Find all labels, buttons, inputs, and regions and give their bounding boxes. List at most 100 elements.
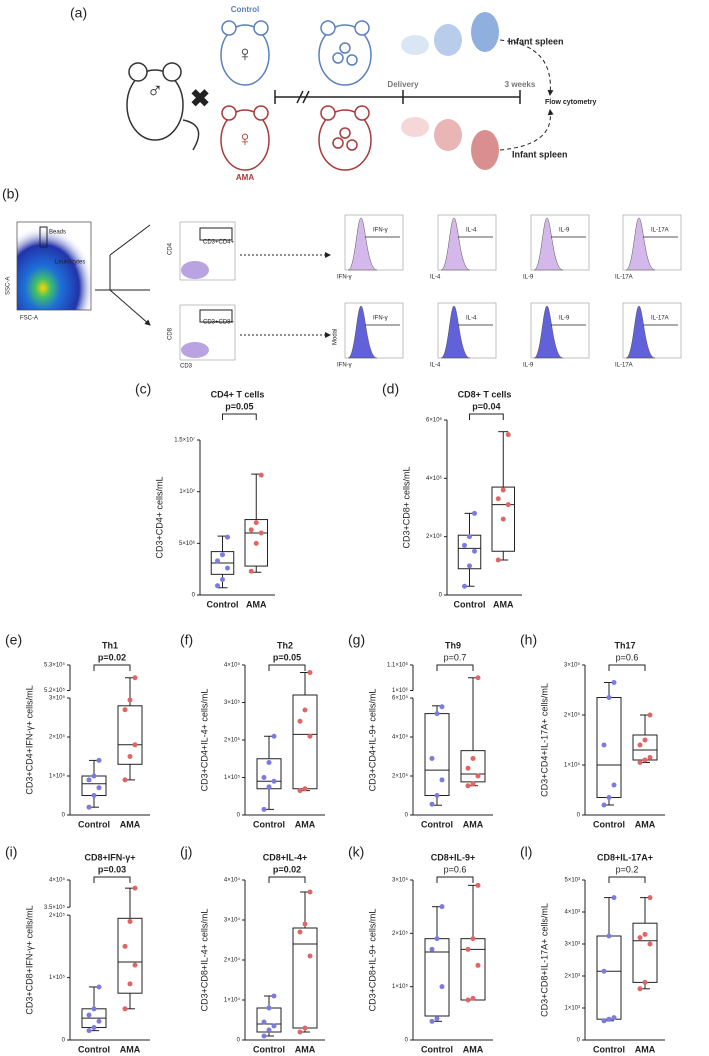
data-point	[127, 918, 133, 924]
data-point	[475, 882, 481, 888]
timeline	[274, 90, 521, 104]
x-tick-label: Control	[78, 1044, 110, 1054]
data-point	[122, 1006, 128, 1012]
data-point	[429, 755, 435, 761]
flow-label: Flow cytometry	[545, 99, 596, 106]
y-tick-label: 0	[237, 813, 241, 819]
p-value: p=0.05	[273, 652, 301, 662]
y-axis-label: CD3+CD8+IL-4+ cells/mL	[199, 909, 209, 1012]
y-tick-label: 1×10⁵	[392, 983, 409, 990]
data-point	[470, 755, 476, 761]
data-point	[462, 583, 467, 589]
p-value: p=0.04	[472, 401, 500, 411]
spleen-label: Infant spleen	[512, 149, 568, 159]
bracket	[436, 876, 474, 883]
data-point	[122, 777, 128, 783]
x-tick-label: AMA	[463, 1044, 484, 1054]
bracket	[268, 664, 306, 671]
data-point	[266, 784, 272, 790]
charts: (c) CD4+ T cells CD3+CD4+ cells/mL 0 5×10⁶ 1×…	[5, 381, 665, 1054]
data-point	[215, 583, 220, 589]
gate-label: IFN-γ	[373, 316, 388, 322]
panel-label: (j)	[180, 844, 192, 860]
panel-label: (d)	[382, 381, 399, 397]
data-point	[637, 760, 643, 765]
box	[424, 713, 450, 796]
data-point	[297, 718, 303, 724]
data-point	[611, 680, 617, 685]
gate-label: IL-17A	[651, 316, 669, 322]
x-tick-label: Control	[421, 1044, 453, 1054]
x-tick-label: AMA	[295, 1044, 316, 1054]
y-tick-label: 2×10⁴	[224, 957, 241, 964]
data-point	[470, 995, 476, 1001]
y-tick-label: 3×10³	[564, 942, 580, 948]
data-point	[472, 548, 477, 554]
data-point	[465, 765, 471, 771]
data-point	[127, 697, 133, 703]
data-point	[467, 534, 472, 540]
y-tick-label: 0	[62, 1038, 66, 1044]
y-tick-label: 0	[439, 593, 443, 599]
data-point	[434, 793, 440, 798]
chart-title: CD8+IL-4+	[263, 852, 308, 862]
y-tick-label: 2×10⁵	[392, 773, 409, 780]
axis-label: IL-4	[430, 275, 441, 281]
box	[117, 917, 143, 994]
y-tick-label: 1×10⁶	[392, 687, 409, 694]
data-point	[307, 733, 313, 739]
data-point	[96, 1018, 102, 1024]
data-point	[637, 986, 643, 992]
y-tick-label: 1×10⁴	[224, 997, 241, 1004]
data-point	[302, 1025, 308, 1031]
axis-label: FSC-A	[20, 316, 38, 322]
x-tick-label: Control	[253, 1044, 285, 1054]
data-point	[637, 935, 643, 941]
panel-label: (i)	[5, 844, 17, 860]
chart-title: Th17	[614, 640, 635, 650]
control-mice	[220, 20, 372, 86]
p-value: p=0.02	[98, 652, 126, 662]
data-point	[601, 968, 607, 974]
data-point	[601, 802, 607, 808]
y-axis-label: CD3+CD4+IL-4+ cells/mL	[199, 689, 209, 792]
y-axis-label: CD3+CD8+IL-9+ cells/mL	[367, 909, 377, 1012]
y-axis-label: CD3+CD8+ cells/mL	[401, 466, 411, 548]
panel-label: (a)	[70, 5, 87, 21]
chart-title: CD8+IL-17A+	[597, 852, 653, 862]
y-tick-label: 2×10⁵	[49, 734, 66, 741]
y-tick-label: 1×10⁷	[179, 488, 195, 495]
data-point	[500, 487, 506, 493]
data-point	[505, 502, 511, 508]
data-point	[271, 733, 277, 739]
data-point	[258, 472, 264, 478]
box	[460, 750, 486, 783]
panel-label: (e)	[5, 632, 22, 648]
y-tick-label: 5.3×10⁵	[44, 662, 66, 669]
data-point	[505, 432, 511, 438]
data-point	[642, 931, 648, 937]
y-tick-label: 2×10⁵	[564, 712, 581, 719]
y-tick-label: 1×10⁵	[49, 974, 66, 981]
y-tick-label: 2×10⁵	[224, 737, 241, 744]
x-tick-label: AMA	[120, 1044, 141, 1054]
data-point	[132, 675, 138, 681]
y-tick-label: 1×10⁵	[49, 773, 66, 780]
ama-label: AMA	[236, 173, 254, 182]
chart-title: CD4+ T cells	[211, 389, 265, 399]
data-point	[266, 760, 272, 765]
data-point	[470, 781, 476, 787]
y-tick-label: 3×10⁴	[224, 917, 241, 924]
histogram	[625, 217, 656, 271]
bracket	[268, 876, 306, 883]
data-point	[606, 1016, 612, 1022]
y-tick-label: 5.2×10⁵	[44, 687, 66, 694]
histogram	[533, 305, 564, 359]
axis-label: CD8	[168, 327, 174, 340]
data-point	[122, 943, 128, 949]
p-value: p=0.03	[98, 864, 126, 874]
data-point	[271, 993, 277, 999]
data-point	[266, 1005, 272, 1011]
male-mouse	[126, 62, 200, 151]
